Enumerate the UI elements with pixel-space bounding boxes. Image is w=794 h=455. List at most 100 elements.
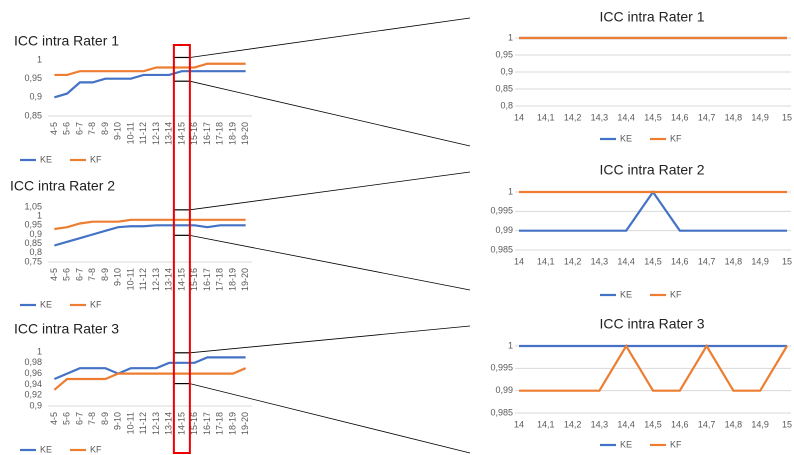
y-tick-label: 0,995 (490, 363, 513, 373)
legend-label: KE (40, 299, 52, 309)
x-tick-label: 15 (782, 112, 792, 122)
x-tick-label: 14,1 (537, 256, 555, 266)
x-tick-label: 14,8 (725, 112, 743, 122)
x-tick-label: 16-17 (202, 122, 212, 145)
x-tick-label: 9-10 (113, 412, 123, 430)
x-tick-label: 14-15 (176, 412, 186, 435)
x-tick-label: 13-14 (164, 268, 174, 291)
y-tick-label: 0,75 (24, 256, 42, 266)
x-tick-label: 10-11 (125, 412, 135, 434)
x-tick-label: 11-12 (138, 412, 148, 434)
x-tick-label: 16-17 (202, 268, 212, 291)
x-tick-label: 14,8 (725, 419, 743, 429)
x-tick-label: 5-6 (62, 122, 72, 135)
y-tick-label: 0,96 (24, 368, 42, 378)
y-tick-label: 0,9 (29, 92, 42, 102)
x-tick-label: 18-19 (227, 268, 237, 291)
x-tick-label: 5-6 (62, 268, 72, 281)
x-tick-label: 5-6 (62, 412, 72, 425)
x-tick-label: 14 (514, 112, 524, 122)
series-line (54, 70, 246, 99)
x-tick-label: 14,5 (644, 419, 662, 429)
chart-title: ICC intra Rater 1 (14, 33, 119, 49)
y-tick-label: 0,85 (24, 110, 42, 120)
y-tick-label: 0,95 (24, 220, 42, 230)
legend-label: KE (620, 133, 632, 143)
y-tick-label: 0,99 (495, 225, 513, 235)
x-tick-label: 12-13 (151, 412, 161, 435)
legend-label: KE (620, 289, 632, 299)
x-tick-label: 15 (782, 419, 792, 429)
x-tick-label: 6-7 (74, 122, 84, 135)
y-tick-label: 1 (508, 340, 513, 350)
chart-title: ICC intra Rater 2 (599, 162, 704, 178)
x-tick-label: 4-5 (49, 268, 59, 281)
legend-label: KF (90, 444, 102, 454)
x-tick-label: 14,7 (698, 419, 716, 429)
legend-label: KF (90, 299, 102, 309)
y-tick-label: 1 (37, 54, 42, 64)
legend-label: KF (670, 133, 682, 143)
y-tick-label: 0,985 (490, 244, 513, 254)
y-tick-label: 0,8 (29, 247, 42, 257)
x-tick-label: 15 (782, 256, 792, 266)
chart-title: ICC intra Rater 2 (10, 178, 115, 194)
x-tick-label: 7-8 (87, 122, 97, 135)
y-tick-label: 1 (508, 32, 513, 42)
x-tick-label: 19-20 (240, 122, 250, 145)
y-tick-label: 1 (508, 186, 513, 196)
legend-label: KE (40, 444, 52, 454)
x-tick-label: 14,6 (671, 112, 689, 122)
zoom-line (189, 234, 471, 291)
zoom-line (189, 383, 471, 454)
x-tick-label: 4-5 (49, 412, 59, 425)
x-tick-label: 14,3 (591, 419, 609, 429)
y-tick-label: 0,995 (490, 206, 513, 216)
x-tick-label: 14-15 (176, 268, 186, 291)
x-tick-label: 17-18 (215, 268, 225, 291)
zoom-box (173, 209, 191, 236)
x-tick-label: 14,2 (564, 419, 582, 429)
x-tick-label: 4-5 (49, 122, 59, 135)
x-tick-label: 10-11 (125, 122, 135, 144)
y-tick-label: 0,85 (24, 238, 42, 248)
x-tick-label: 14,6 (671, 419, 689, 429)
x-tick-label: 14,9 (751, 419, 769, 429)
x-tick-label: 8-9 (100, 412, 110, 425)
legend-label: KF (90, 154, 102, 164)
y-tick-label: 0,92 (24, 390, 42, 400)
x-tick-label: 15-16 (189, 122, 199, 145)
x-tick-label: 14,1 (537, 419, 555, 429)
chart-title: ICC intra Rater 3 (14, 321, 119, 337)
y-tick-label: 0,95 (495, 49, 513, 59)
x-tick-label: 9-10 (113, 268, 123, 286)
series-line (53, 367, 247, 391)
y-tick-label: 0,9 (29, 229, 42, 239)
x-tick-label: 14,3 (591, 256, 609, 266)
zoom-line (189, 325, 471, 354)
y-tick-label: 1 (37, 211, 42, 221)
legend-label: KF (670, 289, 682, 299)
series-line (54, 224, 246, 247)
x-tick-label: 18-19 (227, 412, 237, 435)
x-tick-label: 16-17 (202, 412, 212, 435)
series-line (519, 343, 788, 392)
highlight-column (172, 44, 191, 454)
x-tick-label: 14,9 (751, 112, 769, 122)
y-tick-label: 0,985 (490, 407, 513, 417)
x-tick-label: 13-14 (164, 412, 174, 435)
x-tick-label: 14,7 (698, 256, 716, 266)
x-tick-label: 19-20 (240, 268, 250, 291)
y-tick-label: 0,98 (24, 357, 42, 367)
x-tick-label: 14,4 (617, 419, 635, 429)
x-tick-label: 12-13 (151, 122, 161, 145)
x-tick-label: 9-10 (113, 122, 123, 140)
x-tick-label: 8-9 (100, 268, 110, 281)
x-tick-label: 11-12 (138, 268, 148, 290)
x-tick-label: 14 (514, 256, 524, 266)
legend-label: KF (670, 439, 682, 449)
x-tick-label: 11-12 (138, 122, 148, 144)
x-tick-label: 8-9 (100, 122, 110, 135)
x-tick-label: 7-8 (87, 412, 97, 425)
y-tick-label: 0,9 (500, 66, 513, 76)
